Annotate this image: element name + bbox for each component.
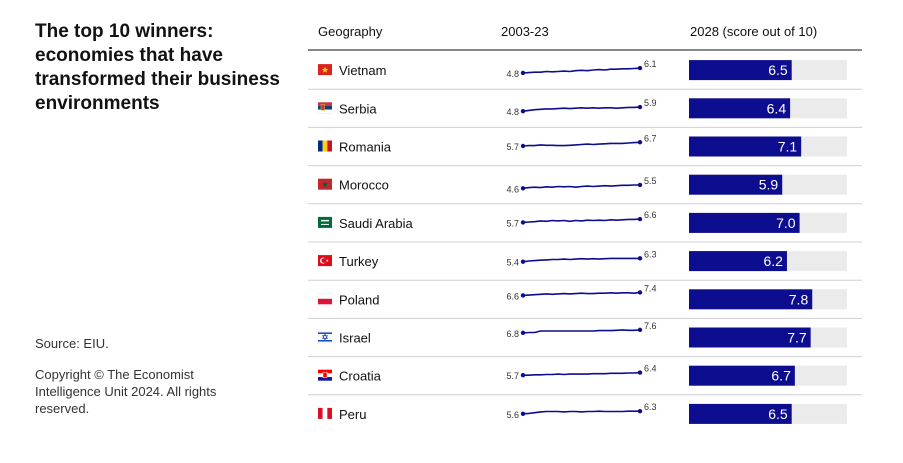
trend-start-label: 5.7 <box>506 371 519 381</box>
score-label: 7.8 <box>789 291 809 307</box>
trend-end-point <box>637 65 643 71</box>
country-label: Israel <box>339 331 371 346</box>
israel-flag <box>317 331 333 343</box>
score-label: 6.4 <box>767 100 787 116</box>
trend-start-label: 4.8 <box>506 107 519 117</box>
country-label: Croatia <box>339 369 382 384</box>
score-header: 2028 (score out of 10) <box>690 24 818 39</box>
trend-line <box>522 106 641 112</box>
trend-start-point <box>520 373 526 378</box>
trend-start-point <box>520 70 526 76</box>
trend-line <box>522 291 641 297</box>
trend-end-label: 6.3 <box>644 402 657 412</box>
trend-line <box>522 218 641 224</box>
score-bar <box>689 403 792 424</box>
geography-header: Geography <box>318 24 383 39</box>
trend-header: 2003-23 <box>501 24 549 39</box>
trend-line <box>522 410 640 415</box>
trend-line <box>522 67 641 74</box>
score-label: 7.0 <box>776 215 796 231</box>
score-bar <box>689 212 800 233</box>
croatia-flag <box>318 369 332 381</box>
morocco-flag <box>318 178 332 190</box>
country-label: Romania <box>339 140 392 155</box>
trend-start-label: 4.8 <box>506 69 519 79</box>
trend-end-point <box>637 327 643 333</box>
trend-line <box>522 184 640 190</box>
country-label: Turkey <box>339 254 379 269</box>
vietnam-flag <box>318 64 332 76</box>
country-label: Poland <box>339 292 379 307</box>
trend-end-point <box>637 140 643 145</box>
trend-start-label: 5.7 <box>506 218 519 228</box>
country-label: Peru <box>339 407 366 422</box>
trend-start-label: 4.6 <box>506 184 519 194</box>
trend-end-point <box>637 370 643 375</box>
trend-end-label: 6.6 <box>644 210 657 220</box>
score-label: 6.5 <box>768 406 788 422</box>
trend-end-point <box>637 408 643 414</box>
score-bar <box>689 365 795 386</box>
trend-end-point <box>637 104 643 110</box>
trend-start-point <box>520 259 526 264</box>
trend-line <box>522 329 641 334</box>
trend-start-point <box>520 411 526 416</box>
source-note: Source: EIU. <box>35 336 109 351</box>
serbia-flag <box>317 102 333 114</box>
score-label: 5.9 <box>759 177 779 193</box>
peru-flag <box>318 407 332 419</box>
copyright-note: Copyright © The Economist Intelligence U… <box>35 367 217 416</box>
country-label: Vietnam <box>339 63 386 78</box>
trend-end-point <box>637 256 643 261</box>
trend-end-label: 7.6 <box>644 321 657 331</box>
score-bar <box>689 327 811 348</box>
trend-end-label: 5.9 <box>644 98 657 108</box>
trend-start-label: 6.6 <box>506 291 519 301</box>
trend-end-point <box>637 290 643 295</box>
score-bar <box>689 174 783 195</box>
trend-start-label: 5.4 <box>506 258 519 268</box>
score-bar <box>689 251 787 272</box>
trend-start-label: 6.8 <box>506 329 519 339</box>
trend-line <box>522 141 641 147</box>
trend-end-label: 6.7 <box>644 133 657 143</box>
score-label: 7.7 <box>787 330 807 346</box>
trend-end-point <box>637 182 643 188</box>
trend-start-point <box>520 108 526 114</box>
trend-end-label: 6.1 <box>644 59 657 69</box>
turkey-flag <box>318 255 332 267</box>
score-label: 7.1 <box>778 139 798 155</box>
score-bar <box>689 136 802 157</box>
trend-end-label: 6.3 <box>644 249 657 259</box>
trend-line <box>522 257 640 263</box>
score-label: 6.5 <box>768 62 788 78</box>
country-label: Saudi Arabia <box>339 216 413 231</box>
trend-start-point <box>520 220 526 225</box>
score-bar <box>689 289 813 310</box>
trend-start-point <box>520 293 526 298</box>
score-label: 6.2 <box>763 253 783 269</box>
trend-end-label: 7.4 <box>644 283 657 293</box>
trend-start-point <box>520 143 526 149</box>
romania-flag <box>318 140 332 152</box>
trend-end-point <box>637 216 643 222</box>
country-label: Serbia <box>339 101 377 116</box>
poland-flag <box>317 293 333 305</box>
score-bar <box>689 60 792 81</box>
trend-end-label: 5.5 <box>644 176 657 186</box>
trend-start-point <box>520 330 526 336</box>
trend-line <box>523 371 641 377</box>
saudi-arabia-flag <box>318 216 332 228</box>
trend-start-label: 5.7 <box>506 142 519 152</box>
trend-start-point <box>520 186 526 191</box>
chart-title: The top 10 winners: economies that have … <box>35 21 280 114</box>
country-label: Morocco <box>339 178 389 193</box>
score-bar <box>689 98 791 119</box>
trend-end-label: 6.4 <box>644 364 657 374</box>
score-label: 6.7 <box>771 368 791 384</box>
trend-start-label: 5.6 <box>506 410 519 420</box>
